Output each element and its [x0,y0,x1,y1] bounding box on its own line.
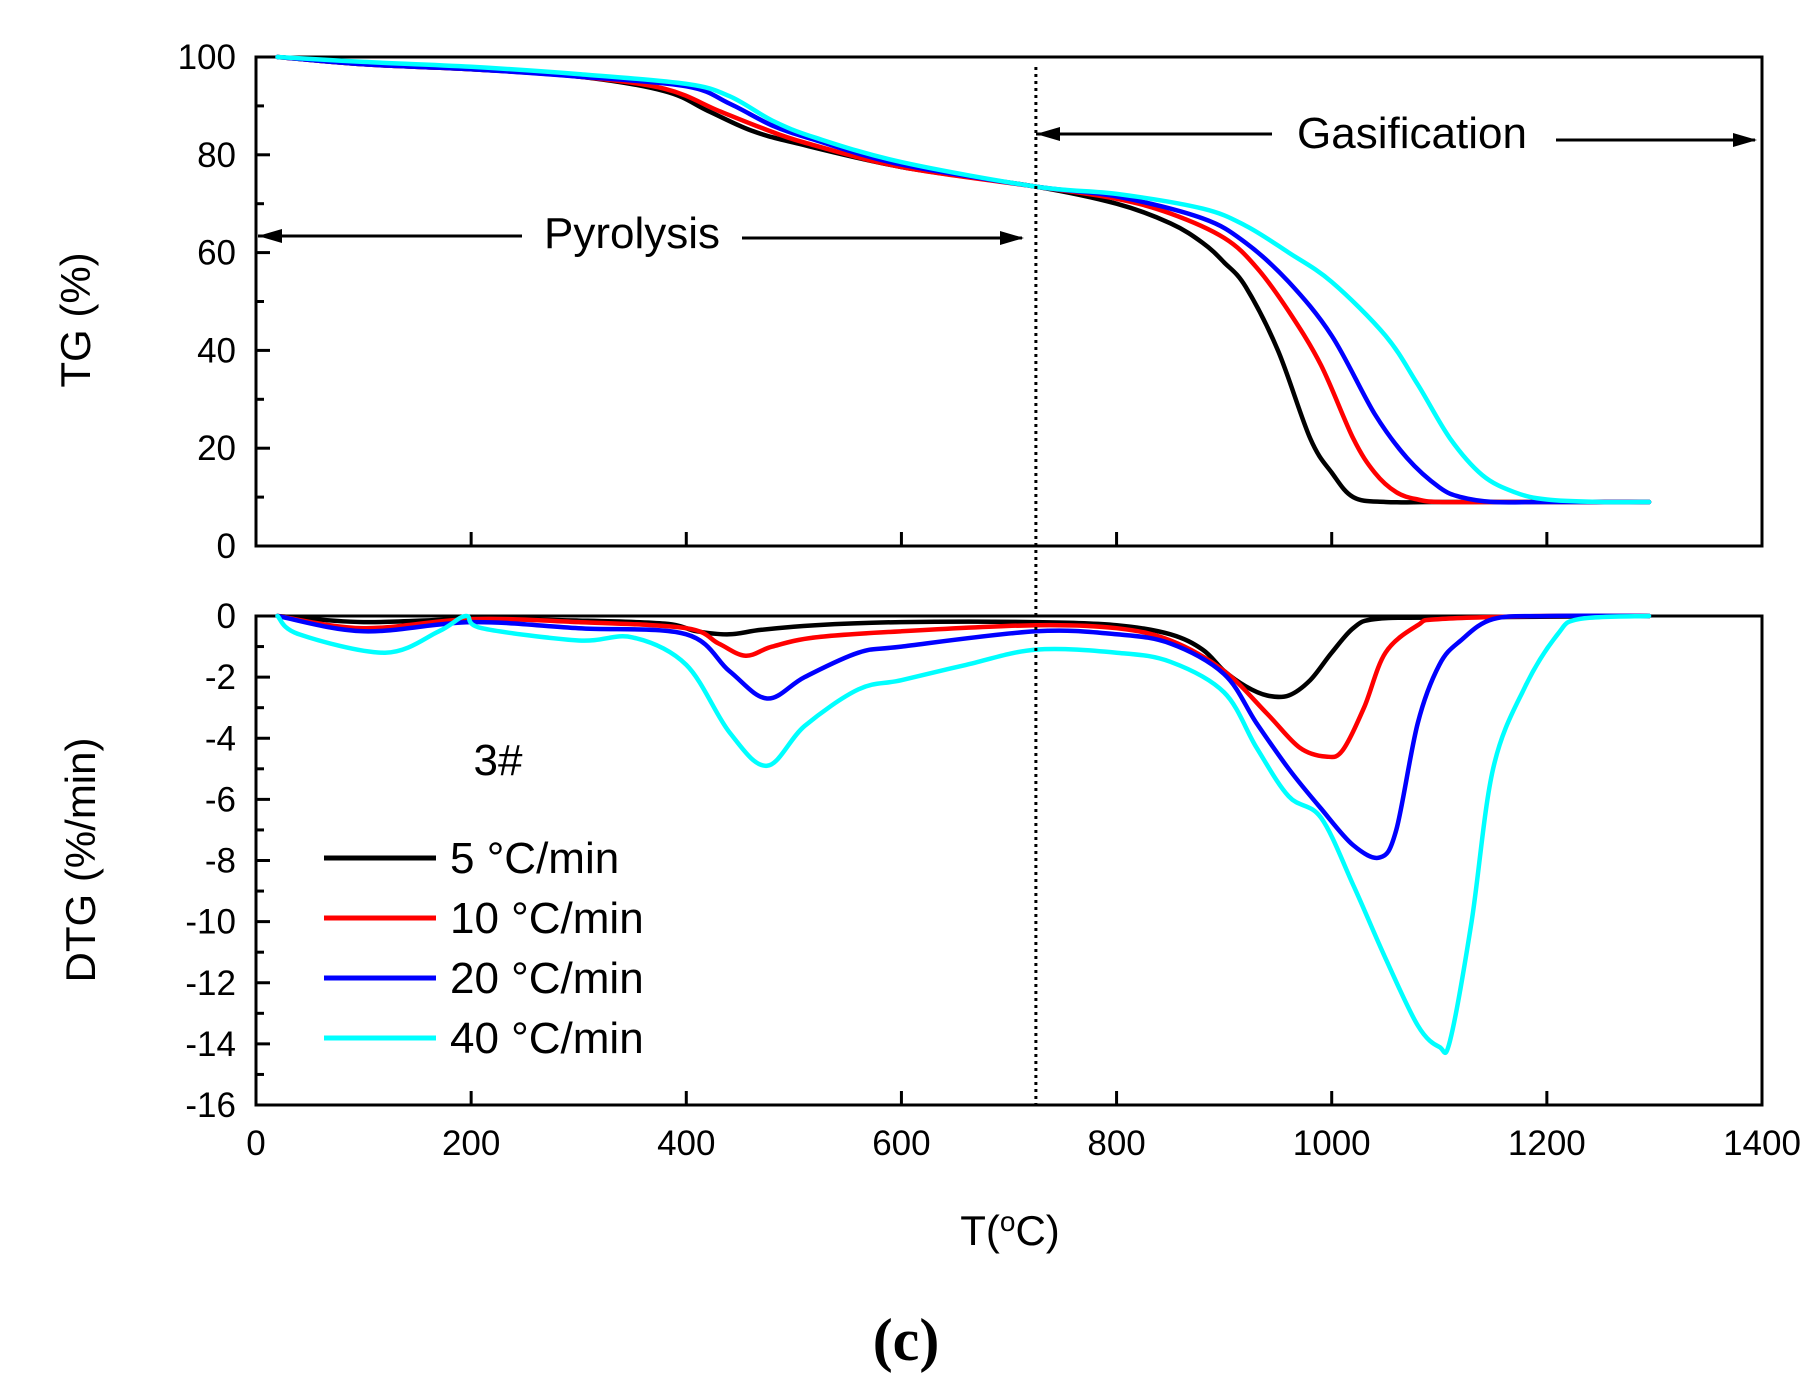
pyrolysis-arrow-right-head [1000,231,1024,245]
tg-y-tick-label: 0 [217,527,236,566]
dtg-x-tick-label: 0 [246,1124,265,1163]
tg-y-axis-title: TG (%) [52,252,99,387]
pyrolysis-label: Pyrolysis [544,209,720,258]
tg-panel: 0 20 40 60 80 100 TG (%) Pyrolysis Gasificati… [52,38,1764,566]
pyrolysis-annotation: Pyrolysis [258,209,1024,258]
dtg-series-line [275,613,1652,760]
legend-label: 10 °C/min [450,894,644,943]
dtg-panel: 0 -2 -4 -6 -8 -10 -12 -14 -16 0 200 400 600 800 1000 1… [57,597,1801,1254]
dtg-x-tick-label: 200 [442,1124,500,1163]
dtg-x-tick-label: 600 [872,1124,930,1163]
tg-y-axis: 0 20 40 60 80 100 [178,38,270,566]
dtg-y-tick-label: -10 [185,903,236,942]
legend-label: 5 °C/min [450,834,619,883]
tg-series-group [275,54,1652,505]
tg-plot-frame [254,55,1764,548]
pyrolysis-arrow-left-head [258,229,282,243]
gasification-label: Gasification [1297,109,1527,158]
dtg-y-axis: 0 -2 -4 -6 -8 -10 -12 -14 -16 [185,597,270,1125]
gasification-annotation: Gasification [1036,109,1757,158]
dtg-series-group [275,613,1652,1055]
dtg-x-tick-label: 800 [1087,1124,1145,1163]
dtg-y-tick-label: -4 [205,719,236,758]
dtg-y-tick-label: -2 [205,658,236,697]
tg-y-tick-label: 80 [197,136,236,175]
dtg-y-tick-label: 0 [217,597,236,636]
dtg-x-tick-label: 1000 [1293,1124,1371,1163]
x-axis-title: T(oC) [960,1206,1060,1254]
dtg-x-axis: 0 200 400 600 800 1000 1200 1400 [246,1091,1801,1163]
legend-label: 40 °C/min [450,1014,644,1063]
dtg-y-tick-label: -14 [185,1025,236,1064]
tg-y-tick-label: 20 [197,429,236,468]
tg-series-line [275,54,1652,505]
dtg-y-axis-title: DTG (%/min) [57,738,104,983]
dtg-series-line [275,613,1652,861]
tg-series-line [275,54,1652,505]
gasification-arrow-right-head [1733,133,1757,147]
dtg-x-tick-label: 400 [657,1124,715,1163]
dtg-x-tick-label: 1400 [1723,1124,1801,1163]
tg-y-tick-label: 40 [197,331,236,370]
tg-y-tick-label: 60 [197,234,236,273]
sample-label: 3# [474,736,523,785]
dtg-y-tick-label: -6 [205,780,236,819]
tg-x-ticks [254,532,1764,546]
dtg-y-tick-label: -16 [185,1086,236,1125]
dtg-y-tick-label: -12 [185,964,236,1003]
dtg-y-tick-label: -8 [205,842,236,881]
panel-label: (c) [873,1307,940,1373]
legend-label: 20 °C/min [450,954,644,1003]
legend: 5 °C/min 10 °C/min 20 °C/min 40 °C/min [324,834,644,1063]
dtg-x-tick-label: 1200 [1508,1124,1586,1163]
tg-y-tick-label: 100 [178,38,236,77]
gasification-arrow-left-head [1036,127,1060,141]
dtg-series-line [275,613,1652,1055]
